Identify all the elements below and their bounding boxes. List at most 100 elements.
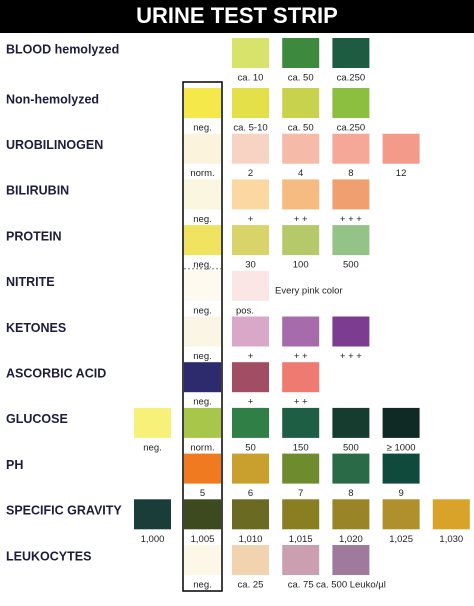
swatch-caption: ca. 50 [288, 73, 314, 84]
swatch [382, 499, 420, 530]
swatch [332, 499, 370, 530]
swatch-caption: + + + [340, 351, 362, 362]
swatch [134, 499, 171, 530]
swatch [332, 316, 370, 347]
swatch [332, 88, 370, 118]
strip-caption: 5 [200, 488, 205, 499]
swatch-caption: 30 [245, 260, 256, 271]
strip-pad [184, 179, 221, 210]
row-label: Non-hemolyzed [6, 92, 99, 106]
strip-caption: norm. [190, 168, 214, 179]
swatch-caption: ca. 25 [238, 580, 264, 591]
swatch-caption: 500 [343, 442, 359, 453]
swatch-caption: 1,025 [389, 534, 413, 545]
strip-pad [184, 453, 221, 484]
swatch [232, 453, 269, 484]
row-label: PH [6, 458, 23, 472]
strip-pad [184, 316, 221, 347]
swatch-caption: ca.250 [337, 73, 366, 84]
swatch-caption: 1,010 [239, 534, 263, 545]
swatch [332, 38, 370, 68]
swatch [332, 453, 370, 484]
strip-caption: neg. [193, 123, 212, 134]
swatch-caption: ca. 75 [288, 580, 314, 591]
strip-caption: neg. [193, 351, 212, 362]
swatch [232, 179, 269, 210]
swatch [232, 38, 269, 68]
swatch [282, 225, 320, 256]
swatch-caption: 500 [343, 260, 359, 271]
swatch-caption: + [248, 214, 254, 225]
swatch [282, 545, 320, 575]
row-label: NITRITE [6, 275, 55, 289]
row-label: UROBILINOGEN [6, 138, 103, 152]
swatch-caption: ≥ 1000 [387, 442, 416, 453]
row-label: ASCORBIC ACID [6, 366, 106, 380]
swatch [232, 270, 269, 301]
swatch [232, 133, 269, 164]
strip-pad [184, 407, 221, 438]
swatch [232, 225, 269, 256]
swatch-caption: ca. 5-10 [233, 123, 267, 134]
swatch [282, 88, 320, 118]
swatch-caption: 7 [298, 488, 303, 499]
title-bar [0, 0, 474, 33]
swatch-caption: 4 [298, 168, 303, 179]
swatch [282, 453, 320, 484]
swatch-caption: ca.250 [337, 123, 366, 134]
row-label: BILIRUBIN [6, 184, 69, 198]
swatch-caption: + [248, 351, 254, 362]
strip-pad [184, 362, 221, 393]
swatch [332, 545, 370, 575]
swatch [382, 133, 420, 164]
swatch-caption: 12 [396, 168, 407, 179]
swatch-caption: 1,015 [289, 534, 313, 545]
swatch-caption: + + [294, 397, 308, 408]
swatch [382, 407, 420, 438]
swatch [232, 407, 269, 438]
strip-pad [184, 133, 221, 164]
swatch [332, 133, 370, 164]
strip-outline [182, 81, 223, 592]
strip-caption: neg. [193, 580, 212, 591]
swatch [282, 179, 320, 210]
swatch [232, 362, 269, 393]
swatch-caption: 8 [348, 168, 353, 179]
strip-pad [184, 88, 221, 118]
swatch [282, 499, 320, 530]
swatch-caption: + + [294, 214, 308, 225]
strip-pad [184, 499, 221, 530]
swatch-caption: ca. 50 [288, 123, 314, 134]
row-label: BLOOD hemolyzed [6, 42, 119, 56]
swatch [282, 362, 320, 393]
strip-caption: neg. [193, 260, 212, 271]
swatch [382, 453, 420, 484]
strip-pad [184, 545, 221, 575]
swatch [332, 225, 370, 256]
row-label: SPECIFIC GRAVITY [6, 504, 122, 518]
row-label: PROTEIN [6, 229, 62, 243]
strip-caption: 1,005 [191, 534, 215, 545]
swatch [432, 499, 470, 530]
note: Every pink color [275, 285, 343, 296]
swatch-caption: + + + [340, 214, 362, 225]
swatch [232, 88, 269, 118]
swatch-caption: ca. 500 Leuko/µl [316, 580, 386, 591]
swatch-caption: 9 [398, 488, 403, 499]
swatch [232, 545, 269, 575]
swatch-caption: 6 [248, 488, 253, 499]
swatch-caption: + [248, 397, 254, 408]
swatch-caption: 150 [293, 442, 309, 453]
swatch-caption: 1,000 [141, 534, 165, 545]
row-label: KETONES [6, 321, 66, 335]
swatch [282, 316, 320, 347]
row-label: GLUCOSE [6, 412, 68, 426]
strip-pad [184, 225, 221, 256]
swatch [134, 407, 171, 438]
swatch [282, 38, 320, 68]
strip-caption: neg. [193, 214, 212, 225]
swatch-caption: 2 [248, 168, 253, 179]
swatch [332, 407, 370, 438]
